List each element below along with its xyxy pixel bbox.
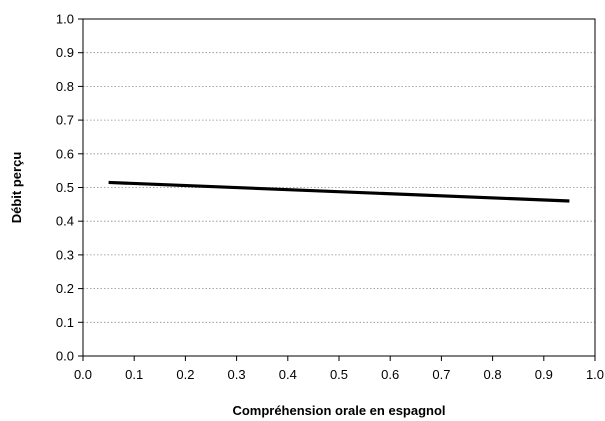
x-axis-ticks: 0.0 0.1 0.2 0.3 0.4 0.5 0.6 0.7 0.8 0.9 1.0 xyxy=(74,356,604,382)
x-tick-label: 0.4 xyxy=(279,367,297,382)
x-tick-label: 1.0 xyxy=(586,367,604,382)
y-tick-label: 0.8 xyxy=(56,79,74,94)
x-tick-label: 0.9 xyxy=(535,367,553,382)
y-tick-label: 0.7 xyxy=(56,113,74,128)
y-tick-label: 0.4 xyxy=(56,214,74,229)
y-tick-label: 0.9 xyxy=(56,45,74,60)
y-tick-label: 0.5 xyxy=(56,180,74,195)
x-tick-label: 0.5 xyxy=(330,367,348,382)
x-tick-label: 0.7 xyxy=(432,367,450,382)
y-tick-label: 0.0 xyxy=(56,349,74,364)
x-tick-label: 0.1 xyxy=(125,367,143,382)
series-group xyxy=(108,180,570,203)
x-tick-label: 0.8 xyxy=(484,367,502,382)
y-tick-label: 0.2 xyxy=(56,281,74,296)
y-tick-label: 0.1 xyxy=(56,315,74,330)
horizontal-gridlines xyxy=(83,52,595,323)
x-tick-label: 0.3 xyxy=(228,367,246,382)
series-line xyxy=(108,180,570,203)
x-tick-label: 0.2 xyxy=(176,367,194,382)
y-axis-ticks: 0.0 0.1 0.2 0.3 0.4 0.5 0.6 0.7 0.8 0.9 1.0 xyxy=(56,12,83,364)
y-tick-label: 0.6 xyxy=(56,146,74,161)
y-tick-label: 1.0 xyxy=(56,12,74,27)
x-tick-label: 0.0 xyxy=(74,367,92,382)
x-tick-label: 0.6 xyxy=(381,367,399,382)
y-tick-label: 0.3 xyxy=(56,247,74,262)
x-axis-title: Compréhension orale en espagnol xyxy=(232,403,445,418)
y-axis-title: Débit perçu xyxy=(9,152,24,224)
